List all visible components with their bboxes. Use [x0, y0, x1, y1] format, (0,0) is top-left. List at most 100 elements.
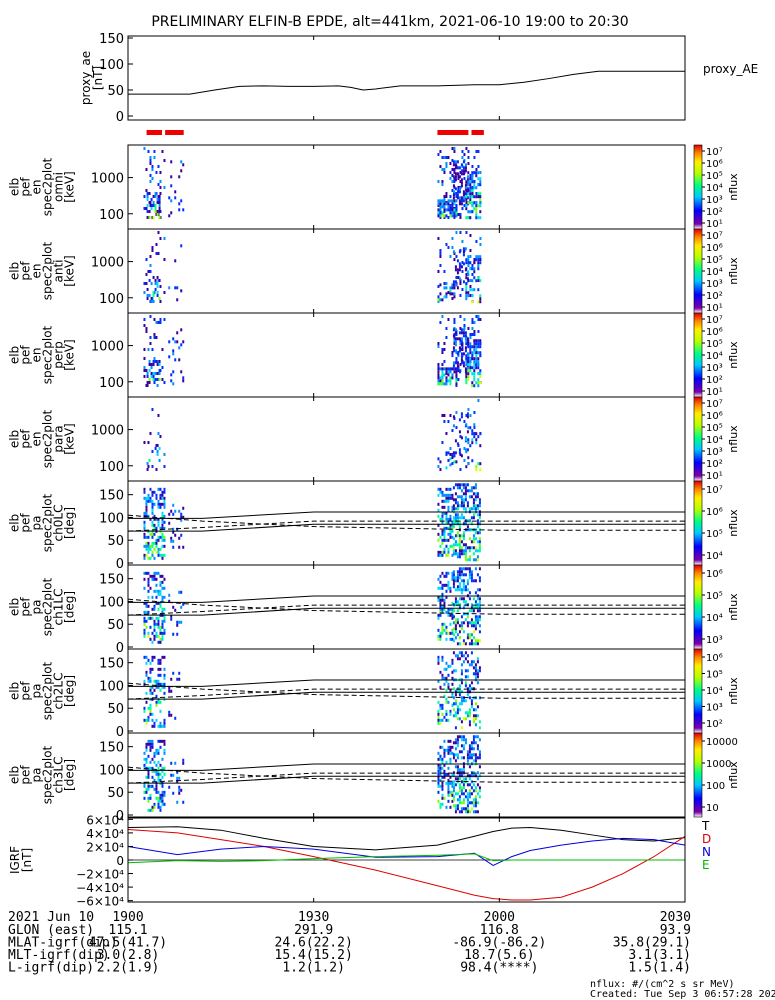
- energy-panel-1-b3-core-pixel-19: [453, 295, 456, 299]
- pitch-panel-0-b3b-pixel-39: [456, 534, 459, 538]
- pitch-panel-1-b2-pixel-7: [176, 620, 179, 624]
- pitch-panel-1-ylabel: elbpefpaspec2plotch1LC[deg]: [8, 577, 77, 636]
- pitch-panel-1-b3a-pixel-11: [439, 586, 442, 590]
- energy-panel-0-b3-mid-pixel-7: [454, 160, 457, 164]
- energy-panel-2-b1-core-pixel-20: [154, 377, 157, 381]
- energy-panel-0-b1-spark-pixel-32: [159, 186, 162, 189]
- pitch-panel-0-b3b-pixel-115: [468, 507, 471, 511]
- energy-panel-0-b3-core-pixel-37: [451, 214, 454, 218]
- energy-panel-1-b1-core-pixel-5: [150, 281, 153, 285]
- pitch-panel-1-b1-pixel-78: [159, 601, 162, 605]
- energy-panel-3-colorbar: [693, 396, 703, 482]
- energy-panel-0-b3-spark-pixel-4: [439, 150, 442, 153]
- pitch-panel-0-b1-pixel-116: [161, 556, 164, 560]
- pitch-panel-1-b3a-pixel-65: [449, 622, 452, 626]
- pitch-panel-2-b3b-pixel-117: [476, 705, 479, 709]
- energy-panel-1-ylabel-line-5: [keV]: [63, 255, 77, 286]
- energy-panel-0-b1-core-pixel-31: [158, 215, 161, 219]
- pitch-panel-3-b1-pixel-92: [159, 808, 162, 812]
- pitch-panel-1-b3b-pixel-27: [456, 576, 459, 580]
- pitch-panel-0-b3a-pixel-21: [441, 511, 444, 515]
- pitch-panel-1-b1-pixel-77: [159, 592, 162, 596]
- pitch-panel-3-b3b-pixel-111: [468, 765, 471, 769]
- energy-panel-0-b1-core-pixel-27: [158, 200, 161, 204]
- energy-panel-0-ylabel-line-2: en: [30, 180, 44, 195]
- pitch-panel-3-b3b-pixel-27: [456, 744, 459, 748]
- energy-panel-1-b3-core-pixel-18: [453, 292, 456, 296]
- energy-panel-0-b3-right-pixel-3: [465, 189, 468, 193]
- pitch-panel-2-b3b-pixel-109: [474, 717, 477, 721]
- pitch-panel-2-b1-pixel-70: [159, 700, 162, 704]
- energy-panel-3-b3-right-pixel-15: [471, 459, 474, 463]
- pitch-panel-3-b1-pixel-26: [147, 787, 150, 791]
- pitch-panel-1-b1-pixel-33: [151, 574, 154, 578]
- energy-panel-3-b1-core-pixel-3: [154, 446, 157, 450]
- pitch-panel-3-b3b-pixel-121: [470, 744, 473, 748]
- energy-panel-3-b1-spark-pixel-6: [151, 465, 154, 468]
- pitch-panel-0-b3b-pixel-167: [476, 519, 479, 523]
- pitch-panel-1-b3b-pixel-60: [460, 621, 463, 625]
- pitch-panel-0-b3a-pixel-8: [437, 550, 440, 554]
- pitch-panel-3-b1-pixel-55: [153, 787, 156, 791]
- pitch-panel-0-b1-pixel-24: [145, 553, 148, 557]
- energy-panel-0-b3-mid-pixel-8: [454, 163, 457, 167]
- pitch-panel-1-b3a-pixel-69: [451, 574, 454, 578]
- pitch-panel-3-b3b-pixel-0: [452, 741, 455, 745]
- pitch-panel-0-b3b-pixel-32: [456, 504, 459, 508]
- pitch-panel-0-b3b-pixel-111: [466, 546, 469, 550]
- pitch-panel-0-b1-pixel-32: [147, 544, 150, 548]
- pitch-panel-3-b3a-pixel-29: [441, 784, 444, 788]
- pitch-panel-1-b3a-pixel-76: [451, 628, 454, 632]
- energy-panel-3-b3-right-pixel-29: [479, 468, 482, 472]
- energy-panel-1-b3-spark-pixel-10: [445, 243, 448, 246]
- energy-panel-3-b3-spark-pixel-27: [465, 414, 468, 417]
- pitch-panel-1-b1-pixel-38: [151, 631, 154, 635]
- pitch-panel-0-ytick-label-0: 0: [116, 557, 124, 572]
- energy-panel-2-b3-mid-pixel-34: [462, 328, 465, 332]
- pitch-panel-3-b3a-pixel-22: [439, 805, 442, 809]
- pitch-panel-0-b3a-pixel-6: [437, 532, 440, 536]
- energy-panel-2-b3-spark-pixel-33: [455, 357, 458, 360]
- pitch-panel-3-b1-pixel-50: [153, 751, 156, 755]
- energy-panel-2-b3-mid-pixel-21: [458, 337, 461, 341]
- energy-panel-2-b3-right-pixel-51: [475, 345, 478, 349]
- pitch-panel-1-b3b-pixel-101: [468, 576, 471, 580]
- energy-panel-2-b1-spark-pixel-0: [143, 318, 146, 321]
- pitch-panel-2-b3a-pixel-56: [451, 703, 454, 707]
- energy-panel-0-b3-spark-pixel-72: [461, 165, 464, 168]
- pitch-panel-3-b1-pixel-27: [147, 796, 150, 800]
- energy-panel-0-b3-right-pixel-59: [477, 204, 480, 208]
- energy-panel-2-b3-mid-pixel-3: [452, 349, 455, 353]
- pitch-panel-3-antilosscone-lower: [127, 772, 685, 784]
- energy-panel-1-b3-right-pixel-43: [479, 294, 482, 298]
- pitch-panel-2-b1-pixel-36: [151, 685, 154, 689]
- pitch-panel-1-b3b-pixel-144: [476, 573, 479, 577]
- pitch-panel-2-b3b-pixel-83: [470, 660, 473, 664]
- pitch-panel-1-b3b-pixel-128: [472, 630, 475, 634]
- energy-panel-0-b3-mid-pixel-10: [454, 172, 457, 176]
- pitch-panel-0-b1-pixel-56: [151, 541, 154, 545]
- pitch-panel-1-b1-pixel-68: [157, 619, 160, 623]
- energy-panel-0-b1-core-pixel-19: [154, 206, 157, 210]
- energy-panel-3-b3-mid-pixel-3: [454, 439, 457, 443]
- pitch-panel-1-b1-pixel-46: [153, 619, 156, 623]
- pitch-panel-1-b3a-pixel-74: [451, 613, 454, 617]
- pitch-panel-0-b3a-pixel-75: [449, 529, 452, 533]
- energy-panel-0-frame: [127, 144, 686, 230]
- energy-panel-2-b2-pixel-9: [174, 340, 177, 344]
- energy-panel-1-b3-spark-pixel-28: [459, 279, 462, 282]
- pitch-panel-3-b1-pixel-22: [147, 772, 150, 776]
- energy-panel-0-b1-spark-pixel-24: [157, 165, 160, 168]
- pitch-panel-0-b3a-pixel-7: [437, 538, 440, 542]
- pitch-panel-1-b1-pixel-90: [161, 598, 164, 602]
- eph-value-1-3: 1.2(1.2): [282, 961, 345, 976]
- igrf-ytick-label-3: 0: [116, 854, 124, 868]
- energy-panel-2-b3-right-pixel-64: [477, 357, 480, 361]
- pitch-panel-0-b1-pixel-107: [161, 517, 164, 521]
- proxy-ae-ytick-label-3: 150: [99, 32, 124, 47]
- pitch-panel-3-b3b-pixel-37: [456, 804, 459, 808]
- pitch-panel-2-b3b-pixel-32: [458, 693, 461, 697]
- energy-panel-1-b3-mid-pixel-12: [458, 262, 461, 266]
- pitch-panel-3-b3a-pixel-4: [437, 769, 440, 773]
- pitch-panel-0-b3a-pixel-43: [445, 493, 448, 497]
